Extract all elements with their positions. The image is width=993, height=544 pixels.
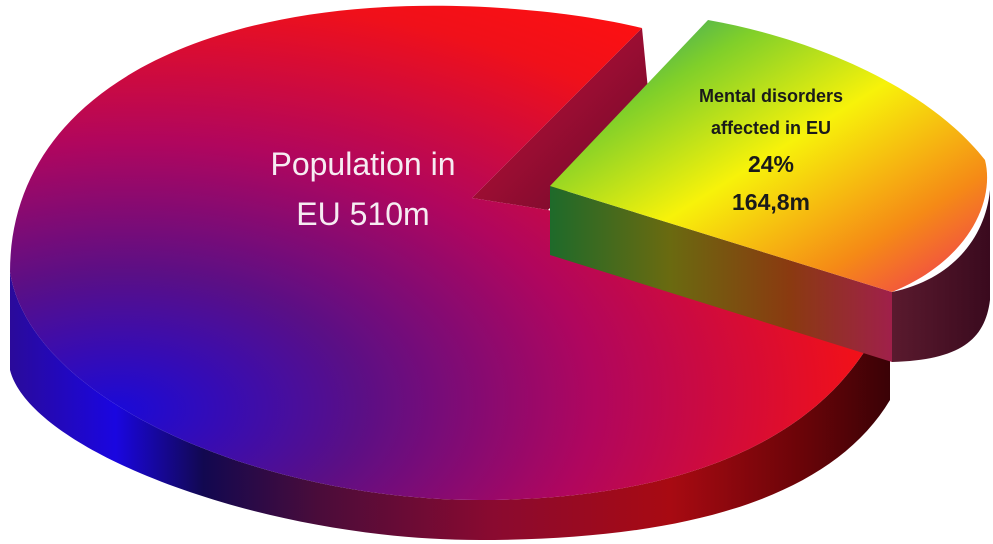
mental-disorders-label-line2: affected in EU — [711, 118, 831, 138]
population-label-line1: Population in — [270, 146, 455, 182]
pie-slice-population-cut-wall — [472, 28, 650, 210]
pie-slice-mental-disorders-rim — [892, 190, 990, 362]
pie-slice-mental-disorders — [550, 20, 990, 362]
mental-disorders-amount-label: 164,8m — [732, 189, 810, 215]
pie-slice-population-top — [10, 5, 890, 501]
mental-disorders-percent-label: 24% — [748, 151, 794, 177]
pie-slice-mental-disorders-top — [550, 20, 988, 292]
mental-disorders-label-line1: Mental disorders — [699, 86, 843, 106]
pie-slice-population-side — [10, 272, 890, 540]
population-label-line2: EU 510m — [296, 196, 429, 232]
pie-slice-population — [10, 5, 890, 540]
pie-slice-mental-disorders-wall — [550, 186, 892, 362]
